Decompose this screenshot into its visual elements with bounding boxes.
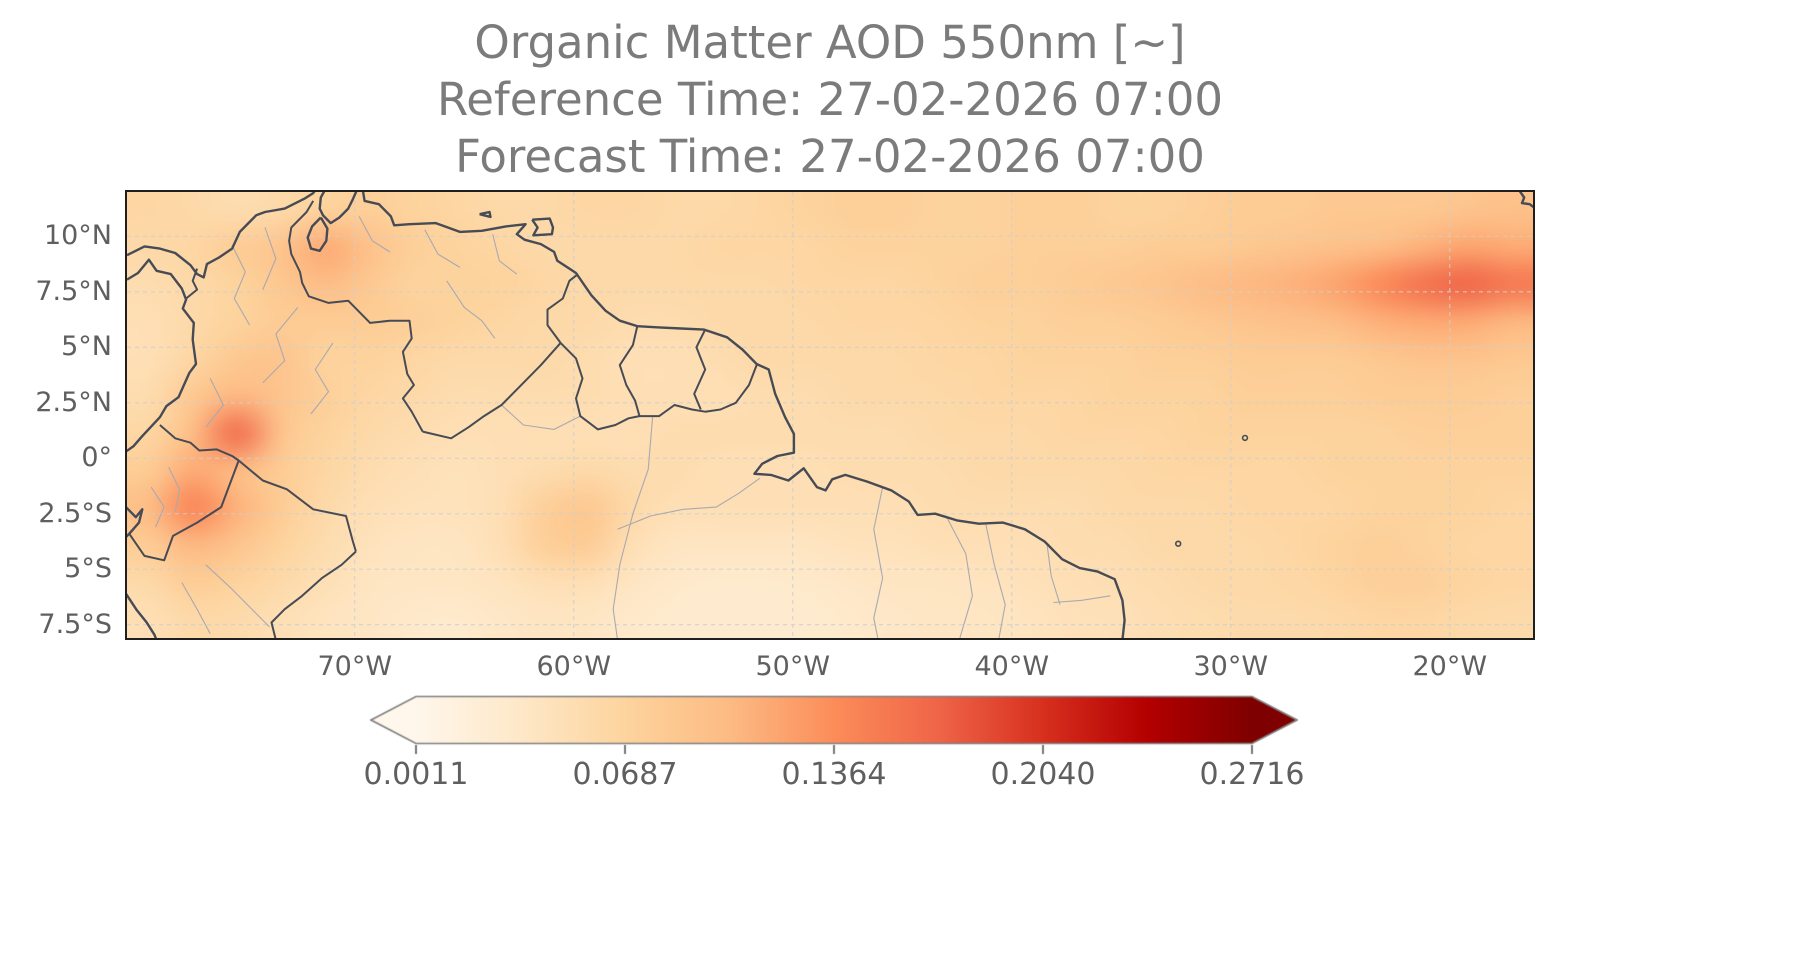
y-tick-label: 5°N	[61, 331, 112, 363]
y-tick-label: 2.5°S	[38, 497, 112, 529]
title-line-variable: Organic Matter AOD 550nm [~]	[474, 16, 1186, 69]
country-borders	[128, 200, 758, 638]
state-borders	[150, 216, 1111, 638]
y-tick-label: 0°	[81, 442, 112, 474]
colorbar-canvas	[370, 695, 1298, 761]
aod-heatmap-canvas	[127, 192, 1533, 638]
x-tick-label: 20°W	[1412, 651, 1488, 682]
colorbar-tick-label: 0.0011	[363, 757, 469, 792]
x-tick-label: 40°W	[974, 651, 1050, 682]
colorbar-tick-label: 0.2040	[990, 757, 1096, 792]
chart-title: Organic Matter AOD 550nm [~] Reference T…	[125, 14, 1535, 185]
x-tick-label: 60°W	[536, 651, 612, 682]
y-tick-label: 10°N	[43, 220, 112, 252]
y-tick-label: 7.5°S	[38, 608, 112, 640]
colorbar-tick-label: 0.1364	[781, 757, 887, 792]
y-tick-label: 7.5°N	[35, 275, 112, 307]
coastlines	[127, 192, 1533, 638]
y-tick-label: 5°S	[64, 553, 112, 585]
graticule-gridlines	[127, 192, 1533, 638]
colorbar-tick-label: 0.2716	[1199, 757, 1305, 792]
x-tick-label: 70°W	[317, 651, 393, 682]
y-tick-label: 2.5°N	[35, 386, 112, 418]
map-plot	[125, 190, 1535, 640]
title-line-forecast-time: Forecast Time: 27-02-2026 07:00	[455, 130, 1205, 183]
map-borders-overlay	[127, 192, 1533, 638]
colorbar-tick-label: 0.0687	[572, 757, 678, 792]
islet-markers	[1174, 434, 1249, 547]
title-line-reference-time: Reference Time: 27-02-2026 07:00	[436, 73, 1223, 126]
x-tick-label: 30°W	[1193, 651, 1269, 682]
x-tick-label: 50°W	[755, 651, 831, 682]
